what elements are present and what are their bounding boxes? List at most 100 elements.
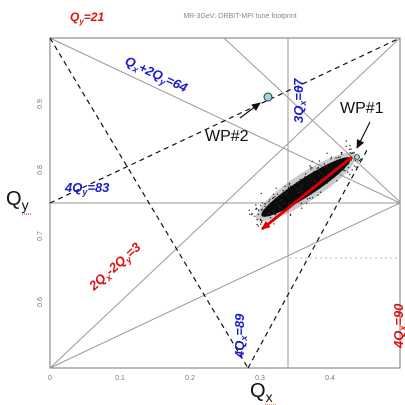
footprint-speck [296,181,298,184]
tune-footprint-cloud [248,140,362,227]
footprint-speck [328,168,330,171]
footprint-speck [301,207,303,209]
x-axis-q: Q [250,380,266,402]
footprint-speck [337,160,340,163]
footprint-speck [348,163,350,165]
footprint-speck [288,194,291,196]
footprint-speck [269,212,271,214]
footprint-speck [310,166,312,168]
x-tick-label: 0.2 [185,375,195,382]
footprint-speck [349,152,351,154]
footprint-speck [248,209,250,212]
footprint-speck [259,223,262,225]
footprint-speck [313,170,315,173]
footprint-speck [261,220,263,222]
footprint-speck [278,209,280,211]
footprint-speck [305,202,308,205]
footprint-speck [299,191,302,193]
footprint-speck [326,166,328,168]
footprint-speck [273,223,275,225]
footprint-speck [289,185,292,188]
x-tick-labels: 0 0.1 0.2 0.3 0.4 [48,375,335,382]
x-tick-label: 0.3 [255,375,265,382]
footprint-speck [347,166,350,169]
footprint-speck [296,188,298,190]
footprint-speck [302,190,304,193]
footprint-speck [285,194,287,196]
footprint-speck [271,197,274,200]
footprint-speck [317,175,320,177]
footprint-speck [319,172,322,174]
footprint-speck [281,200,283,202]
footprint-speck [300,202,303,205]
x-axis-sub: x [266,389,273,405]
wp2-pointer [239,102,261,119]
footprint-speck [269,199,271,201]
footprint-speck [286,192,289,194]
x-tick-label: 0 [48,375,52,382]
footprint-speck [309,197,311,199]
footprint-speck [304,176,306,178]
footprint-speck [351,169,353,171]
footprint-speck [275,202,277,204]
footprint-speck [326,182,328,184]
footprint-speck [287,186,290,189]
footprint-speck [353,151,355,154]
footprint-speck [306,198,309,200]
footprint-speck [326,168,328,171]
footprint-speck [357,160,359,162]
y-axis-sub: y [22,197,29,213]
dashed-b [49,37,401,204]
footprint-speck [318,160,321,162]
footprint-speck [344,164,346,167]
footprint-speck [280,206,282,209]
footprint-speck [272,210,274,212]
y-axis-q: Q [6,188,22,210]
label-4qy83: 4Qy=83 [64,180,110,197]
grey-resonance-lines [49,37,401,369]
footprint-speck [335,157,337,159]
footprint-speck [293,193,295,196]
footprint-speck [330,156,333,158]
footprint-speck [324,181,326,183]
footprint-speck [266,213,269,215]
footprint-speck [311,167,313,169]
wp2-marker [263,92,273,102]
footprint-speck [277,197,280,200]
footprint-core [261,157,351,217]
footprint-speck [260,204,262,207]
dashed-a [49,37,249,369]
x-axis-title: Qx [250,380,273,405]
footprint-speck [259,218,262,221]
footprint-speck [257,225,259,227]
footprint-speck [249,213,251,215]
footprint-speck [337,171,340,173]
footprint-speck [276,193,279,195]
footprint-speck [256,223,258,226]
footprint-speck [255,204,257,206]
footprint-speck [278,207,280,209]
footprint-speck [261,208,264,210]
footprint-speck [317,167,320,169]
footprint-speck [296,191,299,194]
chart-title: MR-3GeV: ORBIT-MPI tune footprint [183,13,296,20]
footprint-speck [273,212,275,215]
footprint-speck [281,208,283,211]
footprint-speck [323,163,326,165]
footprint-speck [301,183,303,185]
footprint-speck [257,213,259,216]
footprint-speck [310,179,313,181]
footprint-speck [298,188,300,190]
footprint-speck [261,202,264,204]
wp1-pointer [356,121,371,149]
footprint-speck [307,183,309,185]
footprint-speck [272,196,275,199]
footprint-speck [260,192,262,195]
footprint-speck [315,180,317,182]
footprint-speck [288,184,291,186]
footprint-speck [359,158,362,160]
footprint-speck [337,156,340,159]
label-4qx90: 4Qx=90 [391,303,405,349]
footprint-speck [310,186,312,188]
label-qx2qy64: Qx+2Qy=64 [122,53,191,97]
